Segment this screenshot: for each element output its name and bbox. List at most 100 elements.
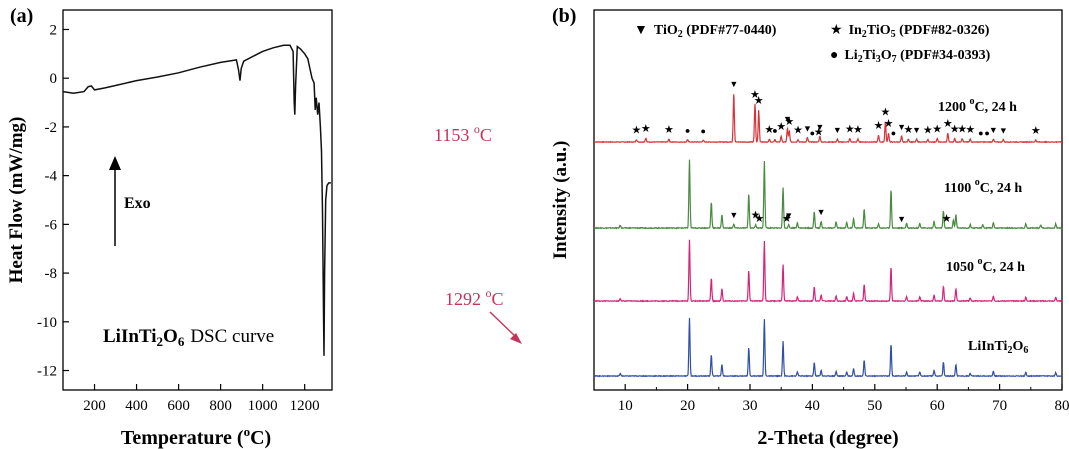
- phase-marker-li2ti3o7: ●: [810, 128, 815, 138]
- phase-marker-tio2: ▼: [999, 126, 1008, 136]
- dsc-plot-frame: [62, 9, 333, 391]
- phase-marker-in2tio5: ★: [965, 124, 975, 136]
- phase-marker-tio2: ▼: [989, 125, 998, 135]
- phase-marker-in2tio5: ★: [764, 124, 774, 136]
- dsc-curve: [62, 44, 331, 356]
- dsc-x-tick-label: 800: [209, 398, 232, 414]
- xrd-panel: (b) 10 20 30 40 50 60 70 80 ▼▼▼ ▼ ▼ ▼ ▼ ▼ ▼★ ★ ★★★★ ★★★ ★…: [550, 5, 1069, 449]
- phase-marker-in2tio5: ★: [845, 124, 855, 136]
- phase-marker-in2tio5: ★: [664, 124, 674, 136]
- phase-marker-tio2: ▼: [833, 125, 842, 135]
- xrd-x-axis-label: 2-Theta (degree): [757, 427, 898, 449]
- xrd-x-tick-label: 40: [805, 398, 820, 414]
- phase-marker-tio2: ▼: [729, 79, 738, 89]
- xrd-trace-0: [594, 94, 1062, 144]
- xrd-trace-1: [593, 159, 1063, 230]
- xrd-trace-3: [593, 317, 1063, 378]
- phase-marker-in2tio5: ★: [874, 120, 884, 132]
- dsc-y-tick-label: -8: [45, 266, 58, 282]
- legend-in2tio5: ★ In2TiO5 (PDF#82-0326): [830, 23, 990, 40]
- panel-b-label: (b): [552, 5, 576, 27]
- phase-marker-in2tio5: ★: [880, 106, 890, 118]
- exo-arrow-head: [109, 156, 121, 170]
- phase-marker-in2tio5: ★: [793, 125, 803, 137]
- phase-marker-in2tio5: ★: [957, 124, 967, 136]
- legend-tio2: ▼ TiO2 (PDF#77-0440): [634, 23, 777, 40]
- phase-marker-tio2: ▼: [817, 207, 826, 217]
- xrd-x-tick-label: 30: [743, 398, 758, 414]
- annotation-arrow-1292: [489, 311, 518, 339]
- xrd-y-axis-label: Intensity (a.u.): [550, 141, 571, 260]
- xrd-plot-frame: [593, 9, 1063, 391]
- dsc-y-tick-label: 0: [50, 71, 58, 87]
- phase-marker-in2tio5: ★: [853, 124, 863, 136]
- dsc-y-tick-label: -4: [45, 169, 58, 185]
- phase-marker-in2tio5: ★: [814, 127, 824, 139]
- dsc-y-tick-label: -10: [37, 315, 57, 331]
- dsc-x-tick-label: 400: [125, 398, 148, 414]
- phase-marker-in2tio5: ★: [776, 121, 786, 133]
- phase-marker-in2tio5: ★: [943, 118, 953, 130]
- phase-marker-tio2: ▼: [803, 124, 812, 134]
- phase-marker-in2tio5: ★: [641, 123, 651, 135]
- phase-marker-li2ti3o7: ●: [984, 128, 989, 138]
- annotation-arrow-1292-head: [510, 333, 522, 344]
- phase-marker-tio2: ▼: [729, 210, 738, 220]
- phase-marker-li2ti3o7: ●: [978, 128, 983, 138]
- dsc-panel: (a) 200 400 600 800 1000 1200 2 0 -2 -4 -6 -8 -10 -12…: [6, 5, 522, 449]
- dsc-y-tick-label: -12: [37, 364, 57, 380]
- dsc-axis-ticks: 200 400 600 800 1000 1200 2 0 -2 -4 -6 -8 -10 -12: [37, 22, 320, 414]
- phase-marker-tio2: ▼: [784, 211, 793, 221]
- xrd-phase-markers: ▼▼▼ ▼ ▼ ▼ ▼ ▼ ▼★ ★ ★★★★ ★★★ ★ ★★ ★★★ ★ ★ ★ ★★★★ ★● ● ● ● ● ● ●▼…: [631, 79, 1040, 225]
- phase-marker-in2tio5: ★: [751, 210, 761, 222]
- phase-marker-in2tio5: ★: [754, 95, 764, 107]
- phase-marker-in2tio5: ★: [750, 89, 760, 101]
- phase-marker-li2ti3o7: ●: [685, 126, 690, 136]
- xrd-x-tick-label: 80: [1055, 398, 1069, 414]
- dsc-y-axis-label: Heat Flow (mW/mg): [6, 117, 27, 284]
- phase-marker-tio2: ▼: [897, 122, 906, 132]
- xrd-x-tick-label: 60: [930, 398, 945, 414]
- phase-marker-tio2: ▼: [912, 125, 921, 135]
- trace-label-liinti2o6: LiInTi2O6: [968, 339, 1028, 356]
- phase-marker-tio2: ▼: [897, 214, 906, 224]
- dsc-x-axis-label: Temperature (oC): [121, 424, 271, 449]
- phase-marker-in2tio5: ★: [784, 116, 794, 128]
- phase-marker-in2tio5: ★: [942, 213, 952, 225]
- phase-marker-li2ti3o7: ●: [700, 126, 705, 136]
- xrd-traces: [593, 94, 1063, 378]
- phase-marker-in2tio5: ★: [923, 125, 933, 137]
- phase-marker-in2tio5: ★: [884, 118, 894, 130]
- dsc-x-tick-label: 600: [167, 398, 190, 414]
- peak-annotation-1292: 1292 oC: [445, 286, 504, 309]
- xrd-axis-ticks: 10 20 30 40 50 60 70 80: [618, 384, 1069, 414]
- trace-label-1100: 1100 oC, 24 h: [944, 177, 1022, 196]
- phase-marker-in2tio5: ★: [754, 213, 764, 225]
- exo-label: Exo: [124, 195, 151, 212]
- phase-marker-in2tio5: ★: [904, 124, 914, 136]
- phase-marker-in2tio5: ★: [631, 125, 641, 137]
- trace-label-1050: 1050 oC, 24 h: [946, 256, 1025, 275]
- phase-marker-in2tio5: ★: [782, 213, 792, 225]
- phase-marker-tio2: ▼: [815, 122, 824, 132]
- phase-marker-li2ti3o7: ●: [772, 126, 777, 136]
- peak-annotation-1153: 1153 oC: [434, 122, 492, 145]
- dsc-x-tick-label: 1000: [248, 398, 278, 414]
- trace-label-1200: 1200 oC, 24 h: [938, 96, 1017, 115]
- legend-li2ti3o7: ● Li2Ti3O7 (PDF#34-0393): [830, 48, 991, 65]
- dsc-y-tick-label: -2: [45, 120, 58, 136]
- dsc-y-tick-label: 2: [50, 22, 58, 38]
- phase-marker-tio2: ▼: [783, 114, 792, 124]
- dsc-y-tick-label: -6: [45, 217, 58, 233]
- xrd-legend: ▼ TiO2 (PDF#77-0440) ★ In2TiO5 (PDF#82-032…: [634, 23, 991, 65]
- xrd-x-tick-label: 50: [867, 398, 882, 414]
- dsc-x-tick-label: 1200: [290, 398, 320, 414]
- xrd-x-tick-label: 20: [680, 398, 695, 414]
- phase-marker-in2tio5: ★: [932, 124, 942, 136]
- xrd-x-tick-label: 10: [618, 398, 633, 414]
- xrd-x-tick-label: 70: [992, 398, 1007, 414]
- phase-marker-li2ti3o7: ●: [891, 128, 896, 138]
- phase-marker-in2tio5: ★: [1031, 125, 1041, 137]
- panel-a-label: (a): [10, 5, 33, 27]
